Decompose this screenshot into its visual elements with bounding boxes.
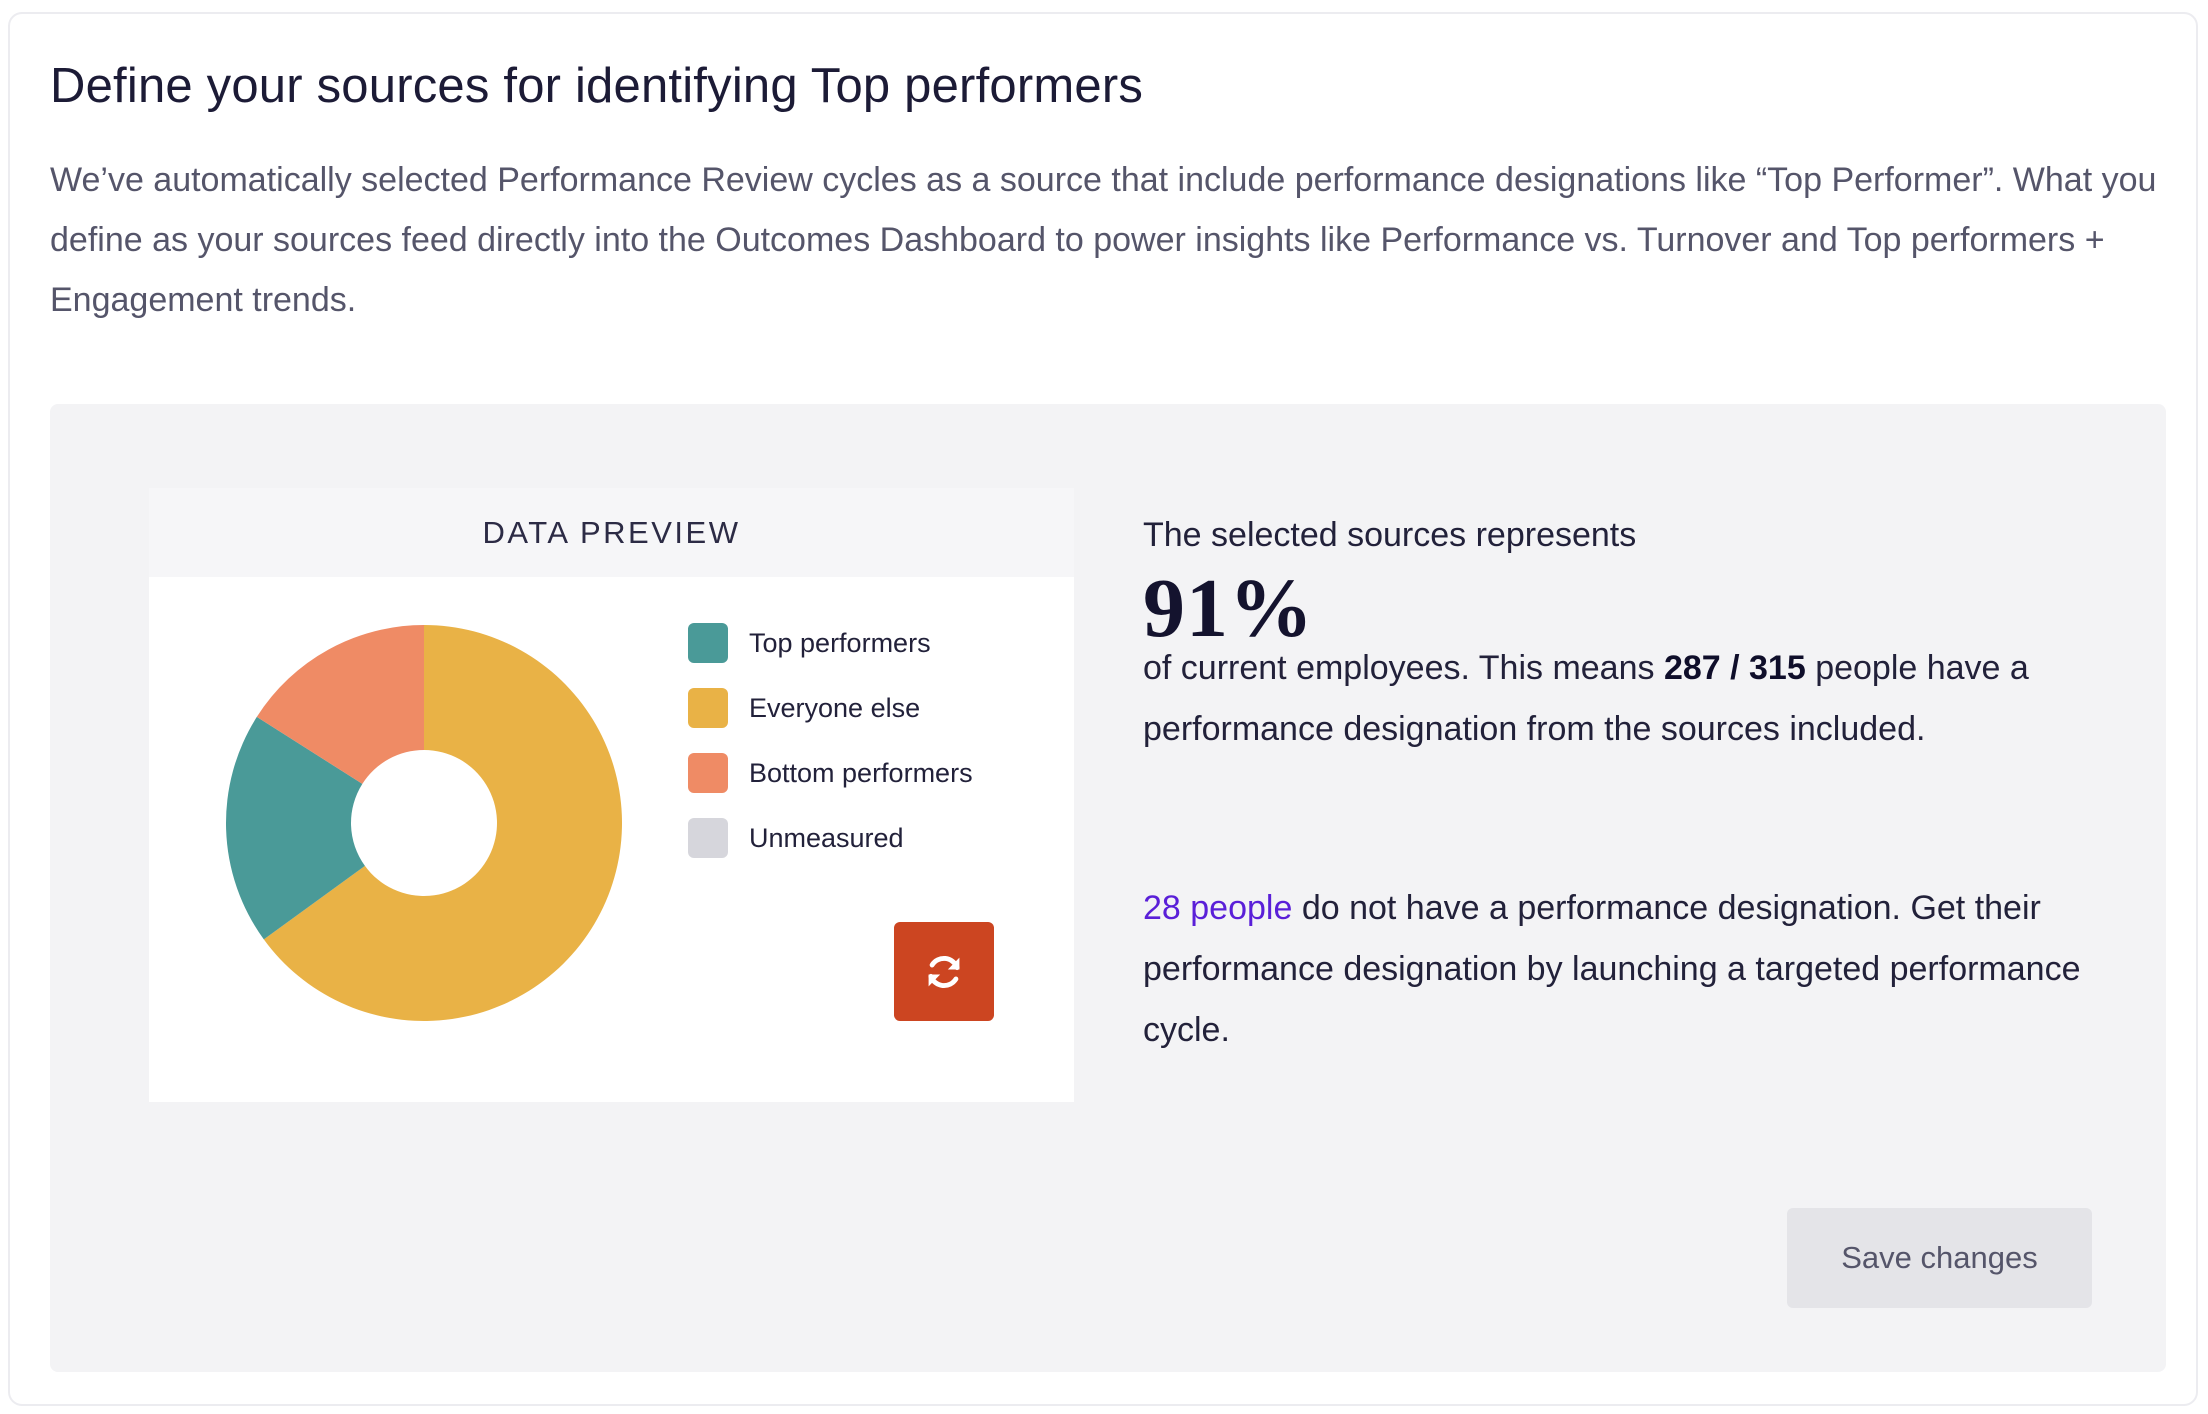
donut-slice-bottom-performers bbox=[256, 625, 424, 784]
save-changes-button[interactable]: Save changes bbox=[1787, 1208, 2092, 1308]
refresh-icon bbox=[928, 955, 960, 988]
data-preview-title: DATA PREVIEW bbox=[482, 514, 741, 550]
coverage-percent: 91% bbox=[1143, 562, 1314, 655]
legend-label: Unmeasured bbox=[749, 822, 904, 853]
legend-item-top-performers: Top performers bbox=[688, 623, 931, 663]
coverage-prefix: of current employees. This means bbox=[1143, 649, 1664, 687]
legend-swatch bbox=[688, 753, 728, 793]
donut-slice-everyone-else bbox=[263, 625, 622, 1021]
legend-swatch bbox=[688, 623, 728, 663]
coverage-description: of current employees. This means 287 / 3… bbox=[1143, 638, 2103, 760]
legend-item-unmeasured: Unmeasured bbox=[688, 818, 904, 858]
missing-description: do not have a performance designation. G… bbox=[1143, 889, 2081, 1049]
section-description: We’ve automatically selected Performance… bbox=[50, 161, 2157, 319]
donut-slice-top-performers bbox=[226, 716, 365, 940]
page-title: Define your sources for identifying Top … bbox=[50, 59, 1144, 113]
legend-label: Bottom performers bbox=[749, 757, 973, 788]
employee-count: 287 / 315 bbox=[1663, 649, 1806, 687]
sources-card: Define your sources for identifying Top … bbox=[8, 12, 2198, 1406]
donut-chart bbox=[226, 625, 622, 1021]
legend-swatch bbox=[688, 688, 728, 728]
missing-people-link[interactable]: 28 people bbox=[1143, 889, 1293, 927]
data-preview-card: DATA PREVIEW Top performers Everyone els… bbox=[149, 488, 1074, 1102]
stats-intro: The selected sources represents bbox=[1143, 516, 1637, 554]
preview-panel: DATA PREVIEW Top performers Everyone els… bbox=[50, 404, 2166, 1372]
legend-swatch bbox=[688, 818, 728, 858]
legend-item-everyone-else: Everyone else bbox=[688, 688, 920, 728]
missing-designation-text: 28 people do not have a performance desi… bbox=[1143, 878, 2103, 1061]
legend-label: Everyone else bbox=[749, 692, 921, 723]
data-preview-header: DATA PREVIEW bbox=[149, 488, 1074, 577]
legend-item-bottom-performers: Bottom performers bbox=[688, 753, 973, 793]
coverage-suffix: people have a performance designation fr… bbox=[1143, 649, 2029, 748]
legend-label: Top performers bbox=[749, 627, 931, 658]
refresh-button[interactable] bbox=[894, 922, 994, 1021]
